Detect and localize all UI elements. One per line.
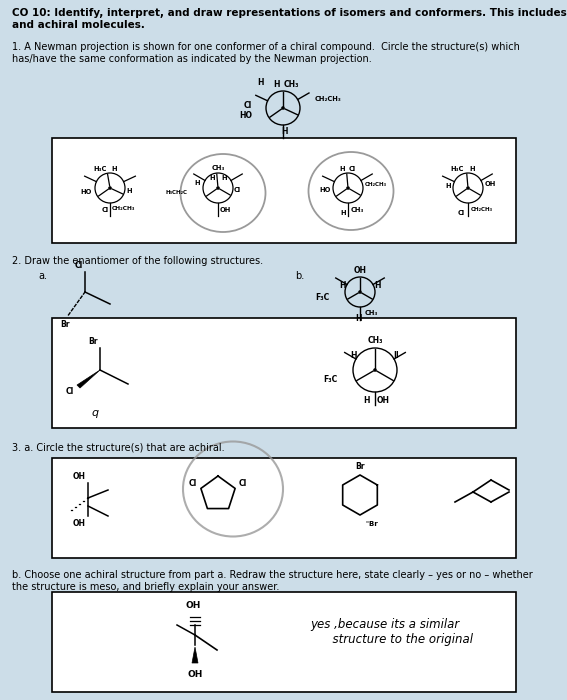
Text: CH₂CH₃: CH₂CH₃: [365, 181, 387, 186]
Text: b. Choose one achiral structure from part a. Redraw the structure here, state cl: b. Choose one achiral structure from par…: [12, 570, 533, 592]
Text: Cl: Cl: [244, 102, 252, 111]
Polygon shape: [192, 647, 198, 663]
Text: HO: HO: [320, 187, 331, 193]
Text: H: H: [350, 351, 357, 360]
Text: Cl: Cl: [66, 388, 74, 396]
Text: 3. a. Circle the structure(s) that are achiral.: 3. a. Circle the structure(s) that are a…: [12, 443, 225, 453]
Text: Cl: Cl: [75, 261, 83, 270]
Text: OH: OH: [485, 181, 496, 187]
Text: ''Br: ''Br: [365, 521, 378, 527]
Text: yes ,because its a similar
      structure to the original: yes ,because its a similar structure to …: [310, 618, 473, 646]
Text: HO: HO: [239, 111, 252, 120]
FancyBboxPatch shape: [52, 138, 516, 243]
Text: H₃C: H₃C: [94, 166, 107, 172]
Text: Br: Br: [356, 462, 365, 471]
Text: H: H: [273, 80, 280, 89]
FancyBboxPatch shape: [52, 592, 516, 692]
Circle shape: [373, 368, 377, 372]
Text: F₃C: F₃C: [323, 375, 337, 384]
Circle shape: [346, 186, 350, 190]
Text: H: H: [221, 175, 227, 181]
FancyBboxPatch shape: [52, 318, 516, 428]
Text: H: H: [281, 127, 287, 136]
Text: q: q: [91, 408, 99, 418]
Text: OH: OH: [185, 601, 200, 610]
Text: CH₃: CH₃: [284, 80, 299, 89]
Text: H: H: [194, 180, 200, 186]
Text: Cl: Cl: [234, 187, 241, 193]
Text: H: H: [469, 166, 475, 172]
Text: Br: Br: [88, 337, 98, 346]
Text: OH: OH: [353, 266, 366, 275]
Text: H: H: [257, 78, 264, 87]
Text: H₃C: H₃C: [451, 166, 464, 172]
Text: 2. Draw the enantiomer of the following structures.: 2. Draw the enantiomer of the following …: [12, 256, 263, 266]
FancyBboxPatch shape: [52, 458, 516, 558]
Polygon shape: [77, 370, 100, 388]
Text: CH₃: CH₃: [365, 310, 378, 316]
Circle shape: [358, 290, 362, 294]
Text: H: H: [340, 281, 346, 290]
Text: CO 10: Identify, interpret, and draw representations of isomers and conformers. : CO 10: Identify, interpret, and draw rep…: [12, 8, 567, 29]
Text: OH: OH: [187, 670, 202, 679]
Text: Cl: Cl: [458, 210, 465, 216]
Text: II: II: [393, 351, 399, 360]
Text: Cl: Cl: [349, 166, 356, 172]
Circle shape: [466, 186, 470, 190]
Text: Cl: Cl: [189, 479, 197, 487]
Text: b.: b.: [295, 271, 304, 281]
Text: OH: OH: [377, 396, 390, 405]
Text: Cl: Cl: [239, 479, 247, 487]
Circle shape: [108, 186, 112, 190]
Text: CH₂CH₃: CH₂CH₃: [471, 207, 493, 212]
Text: H₃CH₂C: H₃CH₂C: [166, 190, 188, 195]
Text: H: H: [111, 166, 117, 172]
Text: H: H: [355, 314, 361, 323]
Text: H: H: [126, 188, 132, 194]
Text: H: H: [340, 210, 346, 216]
Circle shape: [216, 186, 220, 190]
Text: 1. A Newman projection is shown for one conformer of a chiral compound.  Circle : 1. A Newman projection is shown for one …: [12, 42, 520, 64]
Circle shape: [281, 106, 285, 110]
Text: CH₂CH₃: CH₂CH₃: [112, 206, 136, 211]
Text: H: H: [363, 396, 370, 405]
Text: HO: HO: [81, 189, 92, 195]
Text: H: H: [374, 281, 380, 290]
Text: OH: OH: [220, 207, 231, 213]
Text: H: H: [209, 175, 215, 181]
Text: CH₂CH₃: CH₂CH₃: [315, 96, 342, 102]
Text: CH₃: CH₃: [367, 336, 383, 345]
Text: OH: OH: [73, 519, 86, 528]
Text: OH: OH: [73, 472, 86, 481]
Text: Cl: Cl: [102, 207, 109, 213]
Text: F₃C: F₃C: [316, 293, 330, 302]
Text: H: H: [445, 183, 451, 189]
Text: CH₃: CH₃: [351, 207, 365, 213]
Text: Br: Br: [60, 320, 70, 329]
Text: a.: a.: [38, 271, 47, 281]
Text: CH₃: CH₃: [211, 165, 225, 171]
Text: H: H: [340, 166, 345, 172]
